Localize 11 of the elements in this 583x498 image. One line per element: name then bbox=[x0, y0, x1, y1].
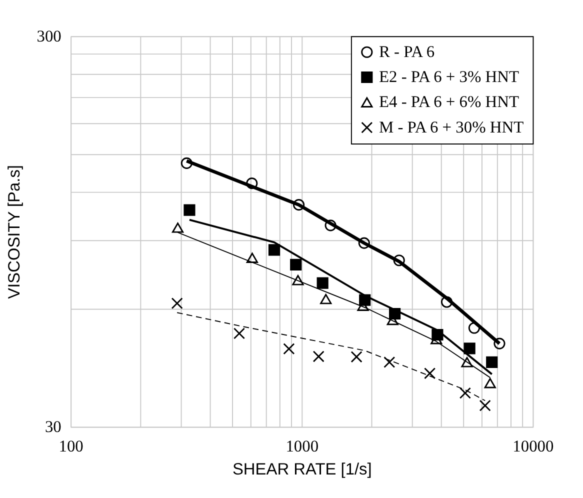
legend-label: R - PA 6 bbox=[379, 42, 435, 61]
x-tick-label: 1000 bbox=[286, 436, 319, 456]
x-tick-label: 100 bbox=[58, 436, 84, 456]
y-tick-label: 30 bbox=[44, 417, 62, 436]
legend-label: E2 - PA 6 + 3% HNT bbox=[379, 67, 520, 86]
x-axis-title: SHEAR RATE [1/s] bbox=[232, 460, 372, 479]
legend-label: E4 - PA 6 + 6% HNT bbox=[379, 92, 520, 112]
y-tick-label: 300 bbox=[36, 26, 62, 46]
legend-label: M - PA 6 + 30% HNT bbox=[379, 117, 524, 136]
y-axis-title: VISCOSITY [Pa.s] bbox=[5, 165, 24, 299]
x-tick-label: 10000 bbox=[512, 436, 554, 456]
